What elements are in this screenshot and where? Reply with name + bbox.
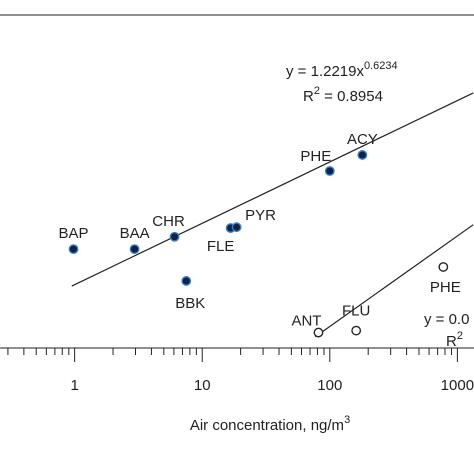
point-label: BAA xyxy=(120,225,150,242)
point-label: BBK xyxy=(175,295,205,312)
fit-line xyxy=(71,92,474,287)
data-point xyxy=(438,262,449,272)
data-point xyxy=(357,150,368,160)
x-axis-label: Air concentration, ng/m3 xyxy=(190,414,350,434)
point-label: FLU xyxy=(342,303,370,320)
data-point xyxy=(181,276,192,286)
annotation: y = 0.0 xyxy=(424,311,469,328)
annotation: R2 xyxy=(446,330,463,350)
annotation-text: R xyxy=(303,88,314,105)
annotation-sup: 0.6234 xyxy=(364,60,398,72)
annotation-text: R xyxy=(446,333,457,350)
point-label: PYR xyxy=(245,207,276,224)
data-point xyxy=(313,327,324,338)
point-label: ANT xyxy=(291,313,321,330)
fit-line xyxy=(314,224,474,338)
annotation-text: y = 1.2219x xyxy=(286,63,364,80)
x-tick-label: 10 xyxy=(194,377,211,394)
data-point xyxy=(169,231,180,242)
data-point xyxy=(231,222,242,233)
annotation: y = 1.2219x0.6234 xyxy=(286,60,398,80)
x-axis-label-sup: 3 xyxy=(344,414,350,426)
point-label: BAP xyxy=(59,225,89,242)
data-point xyxy=(351,325,362,336)
point-label: PHE xyxy=(300,148,331,165)
data-point xyxy=(129,244,140,255)
data-point xyxy=(324,166,335,176)
annotation-text: y = 0.0 xyxy=(424,311,469,328)
annotation: R2 = 0.8954 xyxy=(303,85,383,105)
point-label: CHR xyxy=(152,213,185,230)
point-label: FLE xyxy=(207,238,235,255)
point-label: PHE xyxy=(430,279,461,296)
x-tick-label: 1 xyxy=(70,377,78,394)
annotation-sup: 2 xyxy=(314,85,320,97)
x-axis-label-text: Air concentration, ng/m xyxy=(190,417,344,434)
point-label: ACY xyxy=(347,131,378,148)
x-tick-label: 100 xyxy=(317,377,342,394)
x-tick-label: 1000 xyxy=(441,377,474,394)
data-point xyxy=(68,244,79,255)
annotation-sup: 2 xyxy=(457,330,463,342)
annotation-rest: = 0.8954 xyxy=(320,88,383,105)
